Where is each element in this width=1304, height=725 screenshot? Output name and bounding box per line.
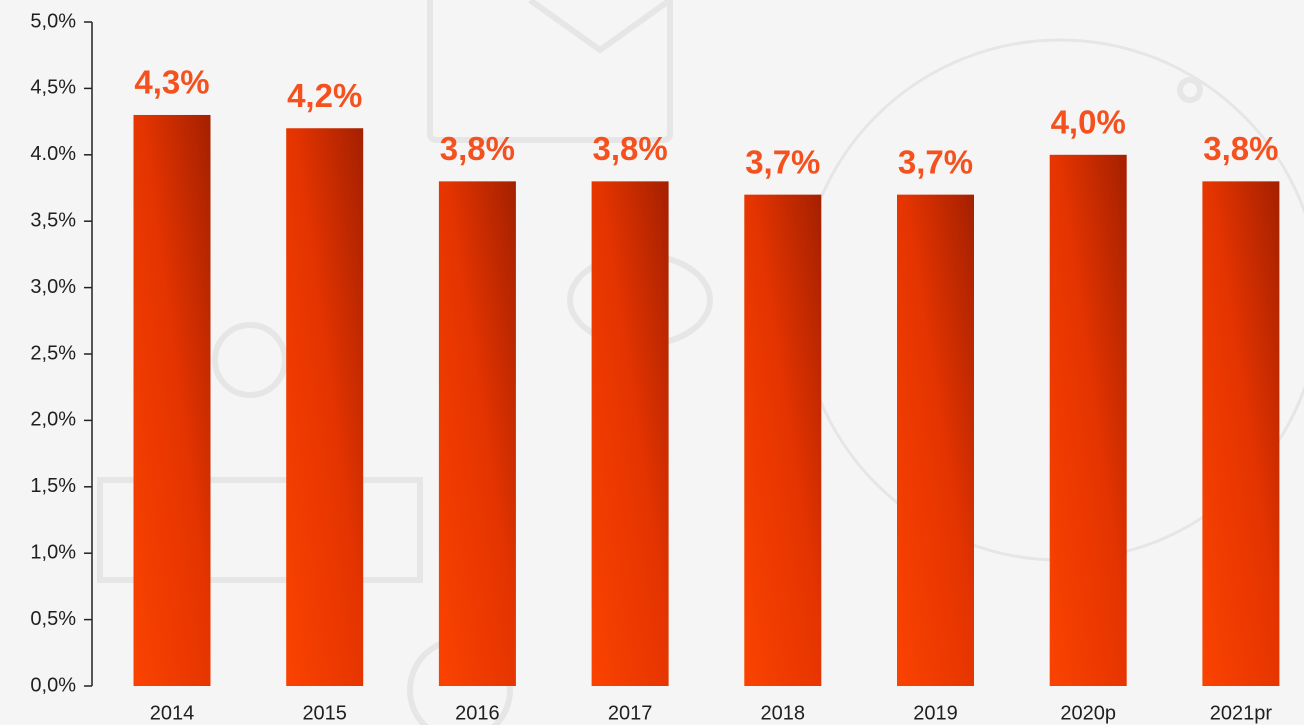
y-tick-label: 2,5% — [30, 342, 76, 364]
y-tick-label: 2,0% — [30, 409, 76, 431]
y-tick-label: 4,5% — [30, 77, 76, 99]
y-tick-label: 0,0% — [30, 674, 76, 696]
bar — [133, 114, 211, 686]
value-label: 4,2% — [287, 77, 362, 114]
x-tick-label: 2020p — [1060, 702, 1116, 724]
x-tick-label: 2019 — [913, 702, 958, 724]
y-tick-label: 5,0% — [30, 10, 76, 32]
bar — [744, 194, 822, 686]
bar — [591, 181, 669, 687]
x-tick-label: 2018 — [761, 702, 806, 724]
y-tick-label: 1,5% — [30, 475, 76, 497]
x-tick-label: 2014 — [150, 702, 195, 724]
value-label: 4,3% — [134, 64, 209, 101]
y-tick-label: 3,5% — [30, 209, 76, 231]
value-label: 3,8% — [1203, 130, 1278, 167]
y-tick-label: 3,0% — [30, 276, 76, 298]
y-tick-label: 1,0% — [30, 541, 76, 563]
value-label: 4,0% — [1051, 104, 1126, 141]
bar — [897, 194, 974, 686]
x-tick-label: 2015 — [302, 702, 347, 724]
y-tick-label: 0,5% — [30, 608, 76, 630]
value-label: 3,8% — [592, 130, 667, 167]
bar — [1202, 181, 1280, 687]
bar — [286, 128, 364, 687]
value-label: 3,7% — [898, 143, 973, 180]
value-label: 3,7% — [745, 143, 820, 180]
bar — [438, 181, 516, 687]
x-tick-label: 2021pr — [1210, 702, 1273, 724]
value-label: 3,8% — [440, 130, 515, 167]
x-tick-label: 2016 — [455, 702, 500, 724]
bar — [1049, 154, 1127, 687]
x-tick-label: 2017 — [608, 702, 653, 724]
y-tick-label: 4.0% — [30, 143, 76, 165]
